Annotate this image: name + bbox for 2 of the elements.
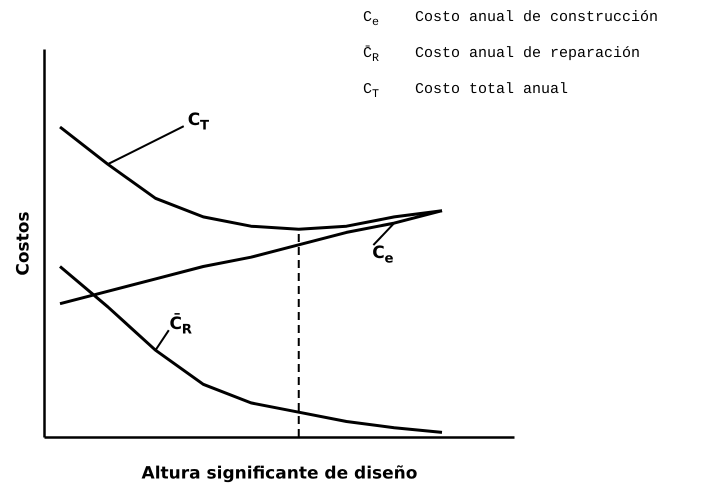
y-axis-title: Costos (14, 211, 34, 276)
x-axis-title: Altura significante de diseño (142, 464, 418, 484)
